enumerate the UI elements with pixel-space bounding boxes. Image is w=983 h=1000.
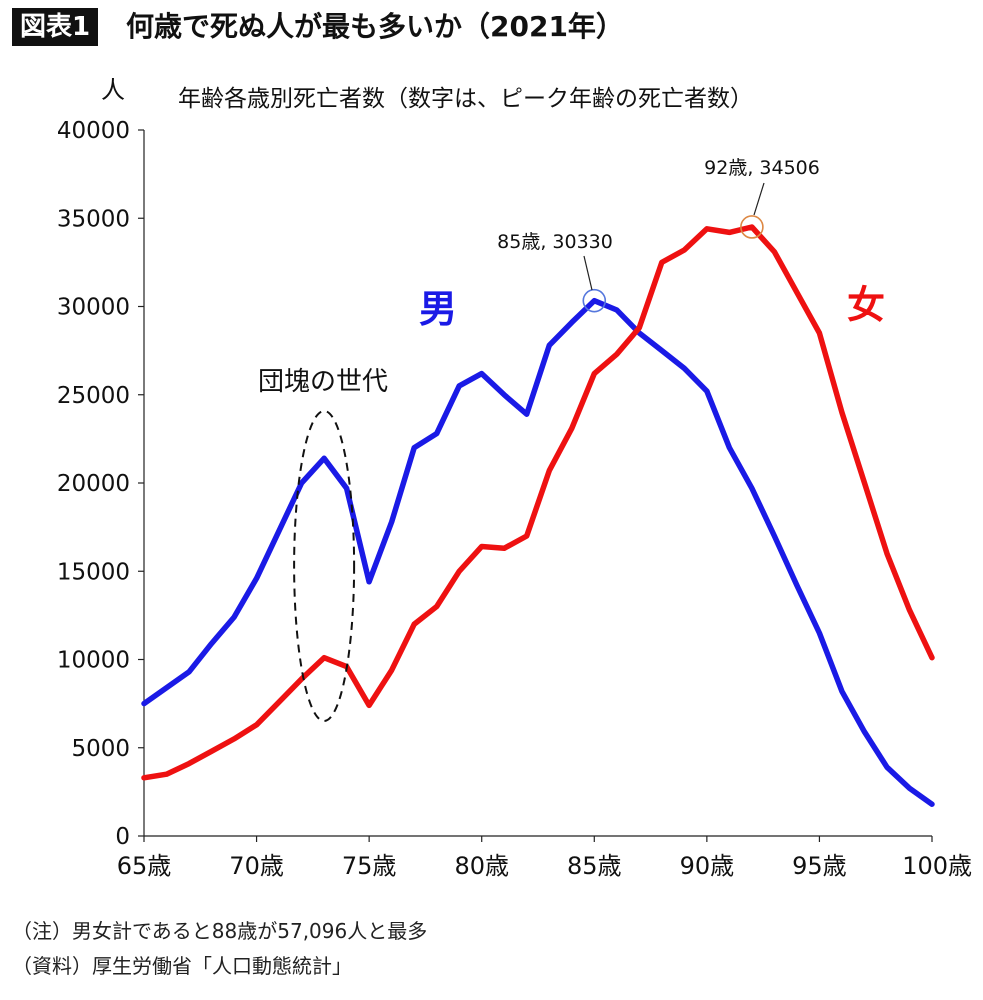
chart-subtitle: 年齢各歳別死亡者数（数字は、ピーク年齢の死亡者数） xyxy=(178,86,753,112)
series-lines xyxy=(141,224,935,807)
axes: 0 5000 10000 15000 20000 25000 30000 35000 40000… xyxy=(57,76,972,880)
peak-leader-line xyxy=(753,182,765,216)
y-tick-label: 10000 xyxy=(57,648,130,674)
y-axis-label: 人 xyxy=(101,76,125,104)
source-note: （資料）厚生労働省「人口動態統計」 xyxy=(12,954,352,978)
x-tick-label: 95歳 xyxy=(792,852,847,880)
peak-label: 85歳, 30330 xyxy=(497,231,613,253)
y-tick-label: 40000 xyxy=(57,118,130,144)
series-label-male: 男 xyxy=(419,287,457,331)
y-tick-label: 25000 xyxy=(57,383,130,409)
series-label-female: 女 xyxy=(847,283,885,327)
annotations: 男 女 85歳, 30330 92歳, 34506 団塊の世代 xyxy=(258,157,885,722)
x-tick-label: 90歳 xyxy=(680,852,735,880)
peak-leader-line xyxy=(583,255,593,291)
series-line-male xyxy=(141,297,935,807)
chart-main-title: 何歳で死ぬ人が最も多いか（2021年） xyxy=(126,10,624,43)
peak-label: 92歳, 34506 xyxy=(704,157,820,179)
figure-label: 図表1 xyxy=(12,8,99,46)
baby-boomer-ellipse xyxy=(293,409,356,722)
x-tick-label: 80歳 xyxy=(454,852,509,880)
y-tick-label: 20000 xyxy=(57,471,130,497)
line-chart: 0 5000 10000 15000 20000 25000 30000 35000 40000… xyxy=(57,76,972,880)
y-tick-label: 15000 xyxy=(57,559,130,585)
footnote: （注）男女計であると88歳が57,096人と最多 xyxy=(12,919,428,943)
x-tick-label: 75歳 xyxy=(342,852,397,880)
y-tick-label: 30000 xyxy=(57,295,130,321)
y-tick-label: 5000 xyxy=(71,736,130,762)
x-tick-label: 65歳 xyxy=(117,852,172,880)
series-line-female xyxy=(141,224,935,781)
baby-boomer-label: 団塊の世代 xyxy=(258,367,388,397)
x-tick-label: 70歳 xyxy=(229,852,284,880)
x-tick-label: 85歳 xyxy=(567,852,622,880)
peak-marker xyxy=(582,288,607,313)
y-tick-label: 35000 xyxy=(57,206,130,232)
y-tick-label: 0 xyxy=(115,824,130,850)
peak-marker xyxy=(740,215,764,239)
x-tick-label: 100歳 xyxy=(902,852,972,880)
